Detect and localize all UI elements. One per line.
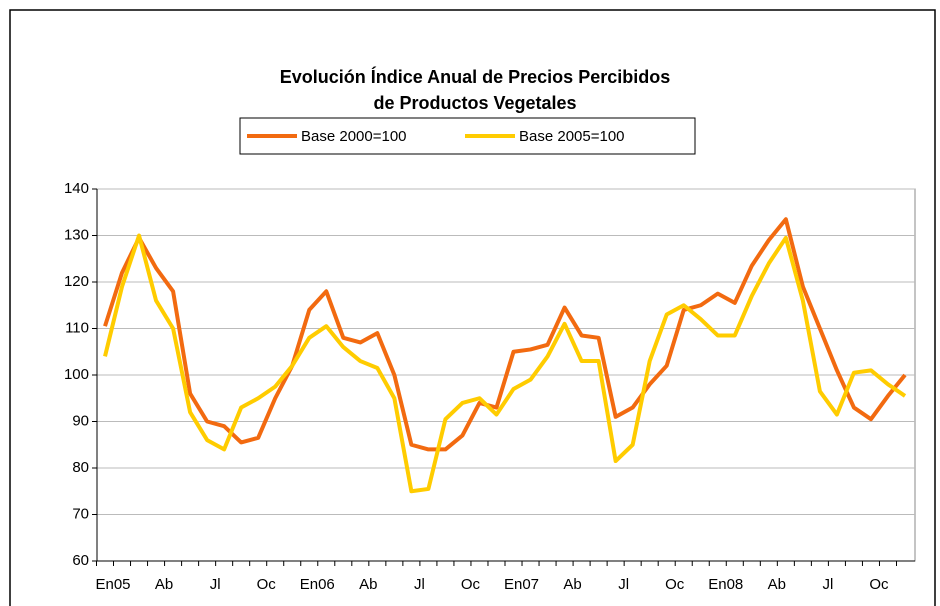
y-tick-label: 80 [72, 459, 89, 476]
x-tick-label: Jl [618, 576, 629, 593]
x-tick-label: Oc [257, 576, 277, 593]
x-tick-label: Jl [414, 576, 425, 593]
x-tick-label: Oc [665, 576, 685, 593]
legend-label: Base 2000=100 [301, 128, 407, 145]
x-tick-label: En07 [504, 576, 539, 593]
legend-label: Base 2005=100 [519, 128, 625, 145]
x-tick-label: Jl [822, 576, 833, 593]
x-tick-label: Jl [210, 576, 221, 593]
line-series [103, 217, 907, 452]
x-tick-label: En05 [95, 576, 130, 593]
y-tick-label: 60 [72, 552, 89, 569]
line-series [103, 233, 907, 494]
x-tick-label: En08 [708, 576, 743, 593]
x-tick-label: Oc [461, 576, 481, 593]
x-tick-label: Ab [563, 576, 581, 593]
y-tick-label: 100 [64, 366, 89, 383]
y-tick-label: 70 [72, 505, 89, 522]
y-tick-label: 130 [64, 226, 89, 243]
x-tick-label: Oc [869, 576, 889, 593]
chart-title: de Productos Vegetales [373, 93, 576, 113]
y-tick-label: 140 [64, 180, 89, 197]
y-tick-label: 120 [64, 273, 89, 290]
y-tick-label: 90 [72, 412, 89, 429]
y-tick-label: 110 [65, 319, 89, 336]
x-tick-label: En06 [300, 576, 335, 593]
chart-title: Evolución Índice Anual de Precios Percib… [280, 66, 670, 87]
x-tick-label: Ab [359, 576, 377, 593]
x-tick-label: Ab [155, 576, 173, 593]
x-tick-label: Ab [768, 576, 786, 593]
